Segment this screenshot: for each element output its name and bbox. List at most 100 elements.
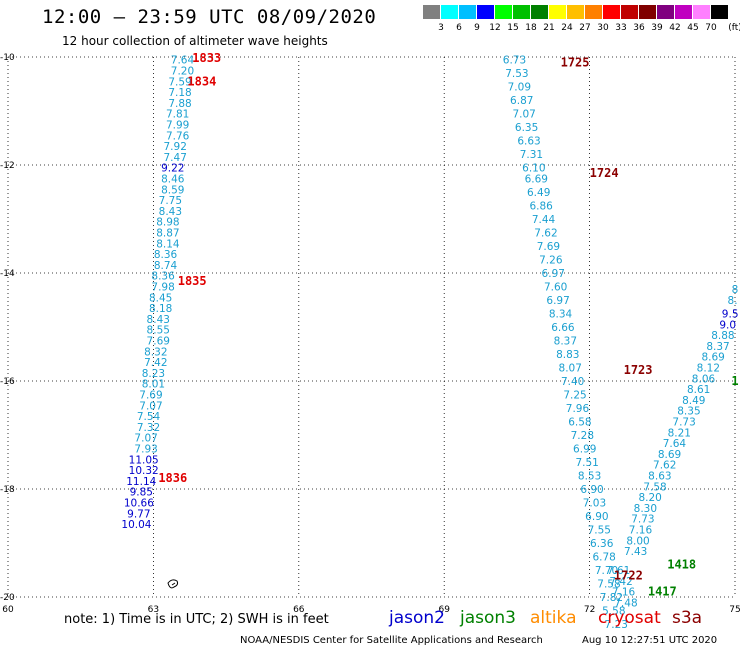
color-swatch xyxy=(693,5,710,19)
swh-reading: 8.01 xyxy=(142,379,165,391)
swh-reading: 6.86 xyxy=(529,201,553,213)
generated-timestamp: Aug 10 12:27:51 UTC 2020 xyxy=(582,635,718,646)
swh-reading: 7.54 xyxy=(137,411,161,423)
swh-reading: 7.42 xyxy=(609,576,632,588)
swh-reading: 7.69 xyxy=(537,241,560,253)
swh-reading: 7.59 xyxy=(168,76,191,88)
swh-reading: 7.98 xyxy=(151,282,174,294)
swh-reading: 8.83 xyxy=(556,349,579,361)
swh-reading: 8.74 xyxy=(154,260,178,272)
swh-reading: 6.99 xyxy=(573,444,596,456)
swh-reading: 7.51 xyxy=(575,457,598,469)
swh-reading: 9.77 xyxy=(127,508,150,520)
swh-reading: 8.14 xyxy=(156,238,180,250)
swh-reading: 8.18 xyxy=(149,303,172,315)
swh-reading: 7.92 xyxy=(164,141,187,153)
color-swatch xyxy=(675,5,692,19)
swh-reading: 6.78 xyxy=(592,552,615,564)
credit-line: NOAA/NESDIS Center for Satellite Applica… xyxy=(240,635,543,646)
swh-reading: 6.73 xyxy=(503,55,526,67)
swh-reading: 7.70 xyxy=(595,565,618,577)
color-scale-label: 9 xyxy=(474,23,480,33)
color-scale-label: 15 xyxy=(507,23,519,33)
swh-reading: 8.37 xyxy=(554,336,577,348)
swh-reading: 7.20 xyxy=(171,66,194,78)
color-scale-label: 3 xyxy=(438,23,444,33)
swh-reading: 11.05 xyxy=(129,454,159,466)
color-scale-label: 42 xyxy=(669,23,681,33)
pass-time-label: 1417 xyxy=(648,585,677,599)
map-subtitle: 12 hour collection of altimeter wave hei… xyxy=(62,34,328,48)
swh-reading: 8.07 xyxy=(559,363,582,375)
x-tick-label: 69 xyxy=(438,605,450,615)
x-tick-label: 60 xyxy=(2,605,14,615)
swh-reading: 7.48 xyxy=(614,597,637,609)
swh-reading: 7.75 xyxy=(159,195,182,207)
color-swatch xyxy=(567,5,584,19)
swh-reading: 8.87 xyxy=(156,228,179,240)
swh-reading: 6.49 xyxy=(527,187,550,199)
swh-reading: 7.43 xyxy=(624,546,647,558)
swh-reading: 8.34 xyxy=(549,309,573,321)
swh-reading: 6.66 xyxy=(551,322,575,334)
legend-entry-altika: altika xyxy=(530,608,577,628)
swh-reading: 7.69 xyxy=(139,390,162,402)
y-tick-label: -18 xyxy=(0,485,15,495)
pass-time-label: 1723 xyxy=(624,363,653,377)
color-swatch xyxy=(459,5,476,19)
swh-reading: 8.69 xyxy=(701,352,724,364)
color-swatch xyxy=(423,5,440,19)
swh-reading: 7.64 xyxy=(171,55,195,67)
pass-time-label: 1724 xyxy=(590,166,619,180)
swh-reading: 8.69 xyxy=(658,449,681,461)
pass-time-label: 1836 xyxy=(158,471,187,485)
color-scale-label: 70 xyxy=(705,23,717,33)
color-swatch xyxy=(477,5,494,19)
swh-reading: 5.58 xyxy=(602,606,625,618)
swh-reading: 6.10 xyxy=(522,163,545,175)
pass-time-label: 1418 xyxy=(667,558,696,572)
swh-reading: 7.42 xyxy=(144,357,167,369)
swh-reading: 8.00 xyxy=(626,535,649,547)
swh-reading: 7.96 xyxy=(566,403,590,415)
swh-reading: 8.88 xyxy=(711,330,734,342)
color-scale-label: 33 xyxy=(615,23,627,33)
swh-reading: 6.87 xyxy=(510,95,533,107)
y-tick-label: -14 xyxy=(0,269,15,279)
pass-time-label: 1833 xyxy=(192,51,221,65)
swh-reading: 6.35 xyxy=(515,122,538,134)
map-title: 12:00 – 23:59 UTC 08/09/2020 xyxy=(42,6,377,28)
legend-entry-jason2: jason2 xyxy=(389,608,445,628)
swh-reading: 10.66 xyxy=(124,498,154,510)
swh-reading: 8 xyxy=(732,284,739,296)
swh-reading: 8.23 xyxy=(142,368,165,380)
swh-reading: 8.59 xyxy=(161,184,184,196)
swh-reading: 7.64 xyxy=(663,438,687,450)
pass-time-label: 1725 xyxy=(561,55,590,69)
swh-reading: 10.32 xyxy=(129,465,159,477)
legend-entry-jason3: jason3 xyxy=(460,608,516,628)
x-tick-label: 75 xyxy=(729,605,740,615)
swh-reading: 8.32 xyxy=(144,346,167,358)
pass-time-label: 1835 xyxy=(178,274,207,288)
swh-reading: 8.43 xyxy=(159,206,182,218)
swh-reading: 7.07 xyxy=(512,109,535,121)
swh-reading: 7.73 xyxy=(631,514,654,526)
color-swatch xyxy=(711,5,728,19)
swh-reading: 6.90 xyxy=(585,511,608,523)
swh-reading: 7.23 xyxy=(605,619,628,631)
swh-reading: 7.81 xyxy=(166,109,189,121)
swh-reading: 10.04 xyxy=(121,519,151,531)
swh-reading: 7.28 xyxy=(571,430,594,442)
y-tick-label: -16 xyxy=(0,377,15,387)
swh-reading: 7.26 xyxy=(539,255,563,267)
color-scale-label: 21 xyxy=(543,23,555,33)
swh-reading: 8. xyxy=(728,295,738,307)
color-scale-label: 45 xyxy=(687,23,699,33)
swh-reading: 6.97 xyxy=(542,268,565,280)
color-scale-label: 18 xyxy=(525,23,537,33)
color-swatch xyxy=(585,5,602,19)
swh-reading: 9.85 xyxy=(130,487,153,499)
footnote: note: 1) Time is in UTC; 2) SWH is in fe… xyxy=(64,612,329,627)
